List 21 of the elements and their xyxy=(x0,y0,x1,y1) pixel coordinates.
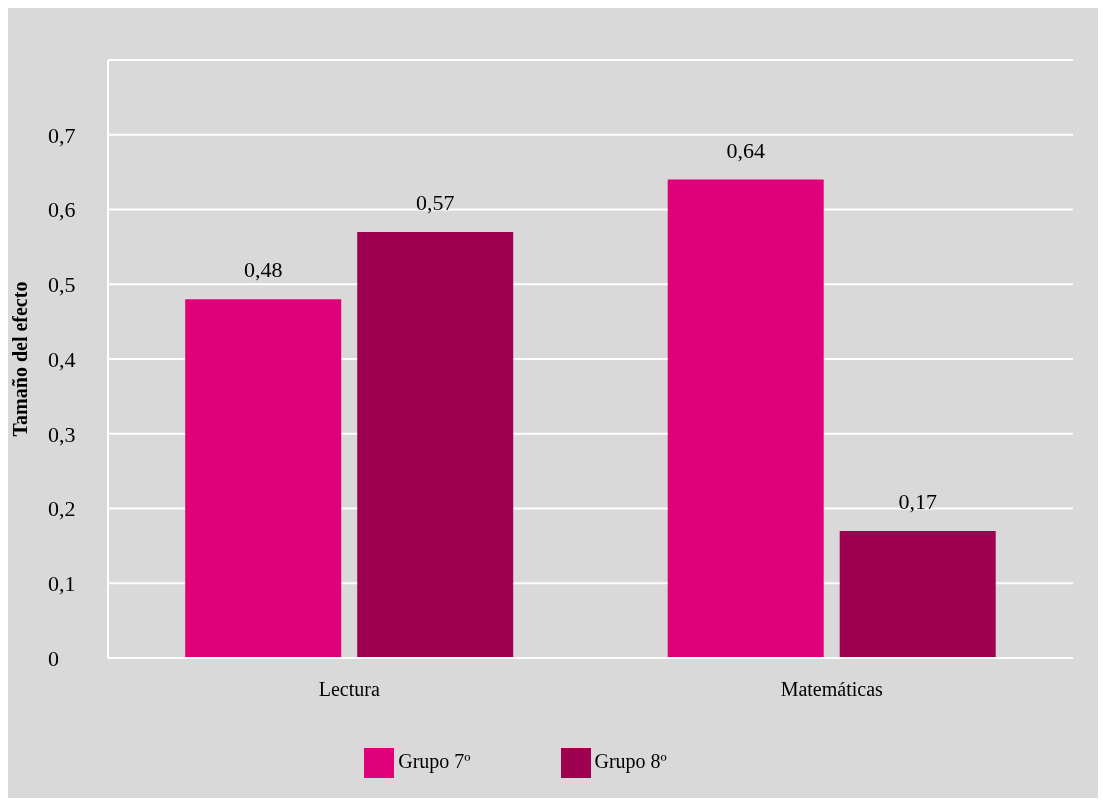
y-tick-label: 0,4 xyxy=(48,346,76,372)
y-tick-label: 0,1 xyxy=(48,571,76,597)
x-tick-label: Lectura xyxy=(318,678,380,701)
y-tick-label: 0,6 xyxy=(48,197,76,223)
data-label: 0,57 xyxy=(415,189,455,215)
bar xyxy=(185,299,342,658)
x-tick-label: Matemáticas xyxy=(780,678,884,701)
bar xyxy=(357,231,514,658)
y-tick-label: 0,3 xyxy=(48,421,76,447)
legend-label: Grupo 7º xyxy=(398,749,471,772)
y-tick-label: 0,7 xyxy=(48,122,76,148)
bar xyxy=(839,530,996,658)
data-label: 0,64 xyxy=(726,137,765,163)
bar xyxy=(667,179,824,658)
y-tick-label: 0 xyxy=(48,645,59,671)
y-axis-title: Tamaño del efecto xyxy=(9,281,32,437)
data-label: 0,48 xyxy=(243,257,283,283)
legend-label: Grupo 8º xyxy=(594,749,667,772)
y-tick-label: 0,5 xyxy=(48,272,76,298)
y-tick-label: 0,2 xyxy=(48,496,76,522)
data-label: 0,17 xyxy=(898,488,937,514)
